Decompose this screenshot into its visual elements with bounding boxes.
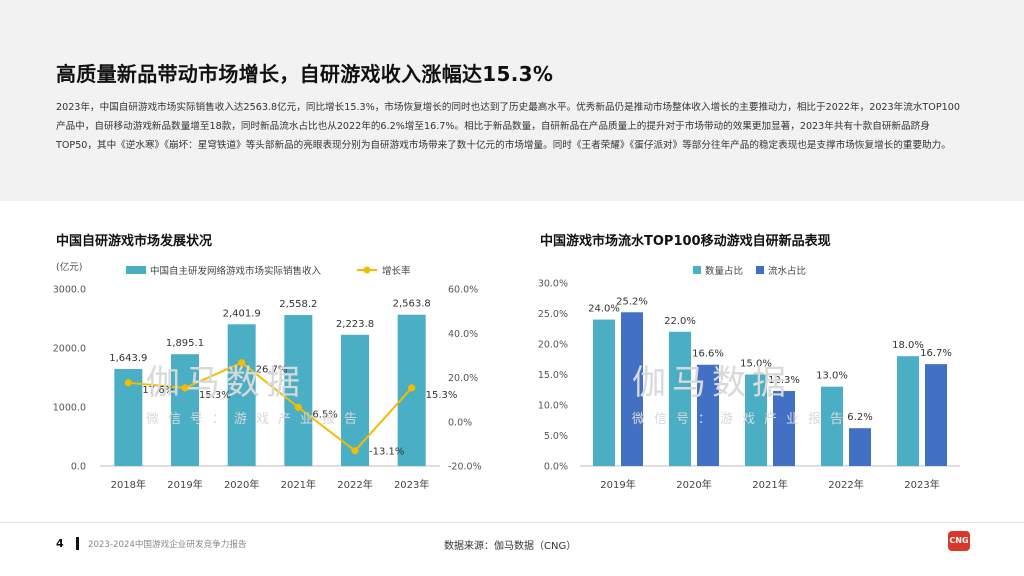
chart1-y2-tick: -20.0% <box>448 462 482 473</box>
chart1-growth-label: -13.1% <box>369 447 404 458</box>
page-number: 4 <box>56 537 64 550</box>
chart2-bar-label: 25.2% <box>616 296 648 307</box>
chart2-bar-label: 12.3% <box>768 375 800 386</box>
chart1-growth-point <box>124 379 132 387</box>
chart2-x-tick: 2020年 <box>676 478 711 491</box>
chart2-bar <box>697 364 719 466</box>
chart1-legend-bar-label: 中国自主研发网络游戏市场实际销售收入 <box>150 265 322 277</box>
chart1-growth-point <box>181 384 189 392</box>
chart2-x-tick: 2023年 <box>904 478 939 491</box>
chart2-y-tick: 25.0% <box>538 309 568 320</box>
chart1-y2-tick: 60.0% <box>448 285 478 296</box>
chart2-legend-swatch <box>756 266 764 274</box>
chart2-y-tick: 0.0% <box>544 462 568 473</box>
chart2-y-tick: 5.0% <box>544 431 568 442</box>
chart2-y-tick: 30.0% <box>538 279 568 290</box>
chart2-x-tick: 2022年 <box>828 478 863 491</box>
chart1-y-tick: 0.0 <box>71 462 86 473</box>
chart2-bar-label: 13.0% <box>816 371 848 382</box>
chart1-growth-label: 6.5% <box>312 409 337 420</box>
chart2-bar-label: 22.0% <box>664 316 696 327</box>
chart1-growth-point <box>238 359 246 367</box>
chart1-y-tick: 3000.0 <box>53 285 86 296</box>
chart1-x-tick: 2019年 <box>167 478 202 491</box>
chart2-bar <box>773 390 795 466</box>
chart1-legend-swatch-dot <box>363 266 371 274</box>
chart1-growth-point <box>351 447 359 455</box>
chart1-growth-line <box>128 361 413 453</box>
chart2-bar <box>669 331 691 466</box>
chart2-bar <box>745 374 767 466</box>
chart1-y-unit: (亿元) <box>56 261 82 273</box>
chart2-bar-label: 16.7% <box>920 348 952 359</box>
chart1-bar-label: 2,223.8 <box>336 319 374 330</box>
chart1-x-tick: 2020年 <box>224 478 259 491</box>
chart1-bar-label: 2,558.2 <box>279 299 317 310</box>
footer-divider <box>0 522 1024 523</box>
chart2-bar <box>821 386 843 466</box>
chart1-title: 中国自研游戏市场发展状况 <box>56 234 213 249</box>
chart1-y2-tick: 20.0% <box>448 373 478 384</box>
data-source: 数据来源：伽马数据（CNG） <box>444 541 577 552</box>
chart2-bar <box>593 319 615 466</box>
page-separator <box>76 537 79 550</box>
chart1-bar-label: 1,643.9 <box>109 353 147 364</box>
chart1-bar <box>227 324 256 466</box>
chart2-y-tick: 15.0% <box>538 370 568 381</box>
chart1-bar <box>284 315 313 466</box>
chart2-bar-label: 15.0% <box>740 359 772 370</box>
chart1-y-tick: 1000.0 <box>53 403 86 414</box>
page-title: 高质量新品带动市场增长，自研游戏收入涨幅达15.3% <box>56 62 554 86</box>
chart2-bar <box>849 428 871 466</box>
chart2-bar <box>897 356 919 466</box>
chart1-bar-label: 1,895.1 <box>166 338 204 349</box>
chart1-x-tick: 2021年 <box>281 478 316 491</box>
cng-logo: CNG <box>948 531 970 551</box>
chart2-legend-label: 流水占比 <box>768 265 806 277</box>
report-name: 2023-2024中国游戏企业研发竞争力报告 <box>88 540 247 550</box>
chart2-bar <box>925 364 947 466</box>
chart2-legend-swatch <box>693 266 701 274</box>
chart1-bar <box>171 354 199 466</box>
chart1-legend-line-label: 增长率 <box>382 265 411 277</box>
chart2-title: 中国游戏市场流水TOP100移动游戏自研新品表现 <box>540 234 831 249</box>
summary-paragraph: 2023年，中国自研游戏市场实际销售收入达2563.8亿元，同比增长15.3%，… <box>56 102 960 151</box>
chart2-x-tick: 2019年 <box>600 478 635 491</box>
chart1-growth-label: 17.6% <box>142 385 174 396</box>
chart1-growth-label: 15.3% <box>426 390 458 401</box>
chart1-y2-tick: 40.0% <box>448 329 478 340</box>
chart1-x-tick: 2023年 <box>394 478 429 491</box>
chart2-bar-label: 24.0% <box>588 304 620 315</box>
chart1-y-tick: 2000.0 <box>53 344 86 355</box>
chart1-y2-tick: 0.0% <box>448 417 472 428</box>
chart1-growth-label: 15.3% <box>199 390 231 401</box>
summary-panel <box>0 0 1024 201</box>
chart1-growth-point <box>294 403 302 411</box>
chart2-bar-label: 16.6% <box>692 349 724 360</box>
chart1-growth-label: 26.7% <box>256 365 288 376</box>
chart2-bar-label: 6.2% <box>847 412 872 423</box>
chart1-bar-label: 2,563.8 <box>393 299 431 310</box>
chart1-x-tick: 2022年 <box>337 478 372 491</box>
chart1-bar <box>341 334 369 466</box>
chart2-y-tick: 10.0% <box>538 401 568 412</box>
chart1-legend-swatch-bar <box>126 266 146 274</box>
chart2-x-tick: 2021年 <box>752 478 787 491</box>
chart1-bar-label: 2,401.9 <box>223 308 261 319</box>
chart2-y-tick: 20.0% <box>538 340 568 351</box>
chart1-growth-point <box>408 384 416 392</box>
chart1-x-tick: 2018年 <box>111 478 146 491</box>
chart2-bar <box>621 312 643 466</box>
chart2-bar-label: 18.0% <box>892 340 924 351</box>
chart2-legend-label: 数量占比 <box>705 265 743 277</box>
